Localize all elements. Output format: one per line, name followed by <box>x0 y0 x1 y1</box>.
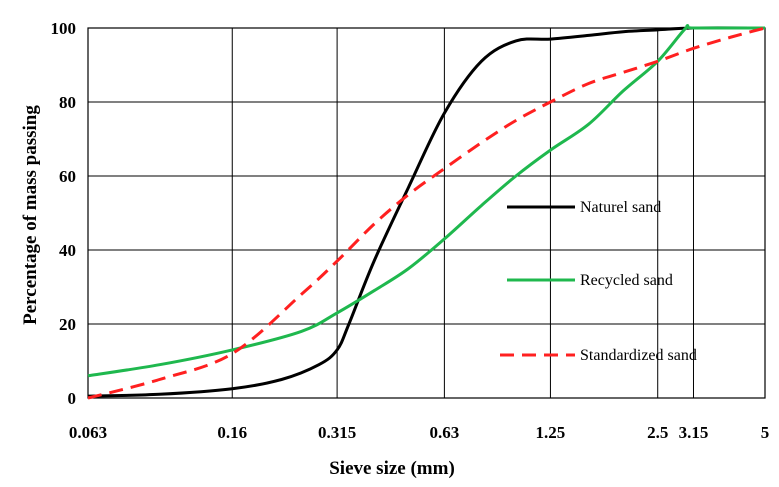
x-tick-label: 5 <box>761 423 770 442</box>
legend-label-1: Recycled sand <box>580 272 673 289</box>
y-tick-label: 20 <box>59 315 76 334</box>
y-tick-label: 0 <box>68 389 77 408</box>
legend-label-0: Naturel sand <box>580 199 661 216</box>
legend: Naturel sand Recycled sand Standardized sa… <box>500 199 697 364</box>
legend-label-2: Standardized sand <box>580 347 697 364</box>
x-tick-label: 3.15 <box>679 423 709 442</box>
y-tick-label: 40 <box>59 241 76 260</box>
grid <box>87 27 766 399</box>
series-line-0 <box>87 26 766 398</box>
x-tick-label: 0.16 <box>217 423 247 442</box>
series-line-1 <box>87 24 765 378</box>
x-axis-title: Sieve size (mm) <box>329 458 455 479</box>
y-tick-label: 80 <box>59 93 76 112</box>
x-tick-label: 0.063 <box>69 423 107 442</box>
y-tick-label: 60 <box>59 167 76 186</box>
x-tick-label: 1.25 <box>536 423 566 442</box>
x-tick-label: 0.63 <box>430 423 460 442</box>
x-tick-label: 2.5 <box>647 423 668 442</box>
series-line-2 <box>87 26 766 400</box>
plot-border <box>87 27 766 399</box>
series-lines <box>87 24 766 400</box>
x-tick-label: 0.315 <box>318 423 356 442</box>
y-tick-label: 100 <box>51 19 77 38</box>
y-axis-title: Percentage of mass passing <box>20 105 41 325</box>
tick-labels: 0.063 0.16 0.315 0.63 1.25 2.5 3.15 5 0 20 40 60 80 1… <box>51 19 770 442</box>
